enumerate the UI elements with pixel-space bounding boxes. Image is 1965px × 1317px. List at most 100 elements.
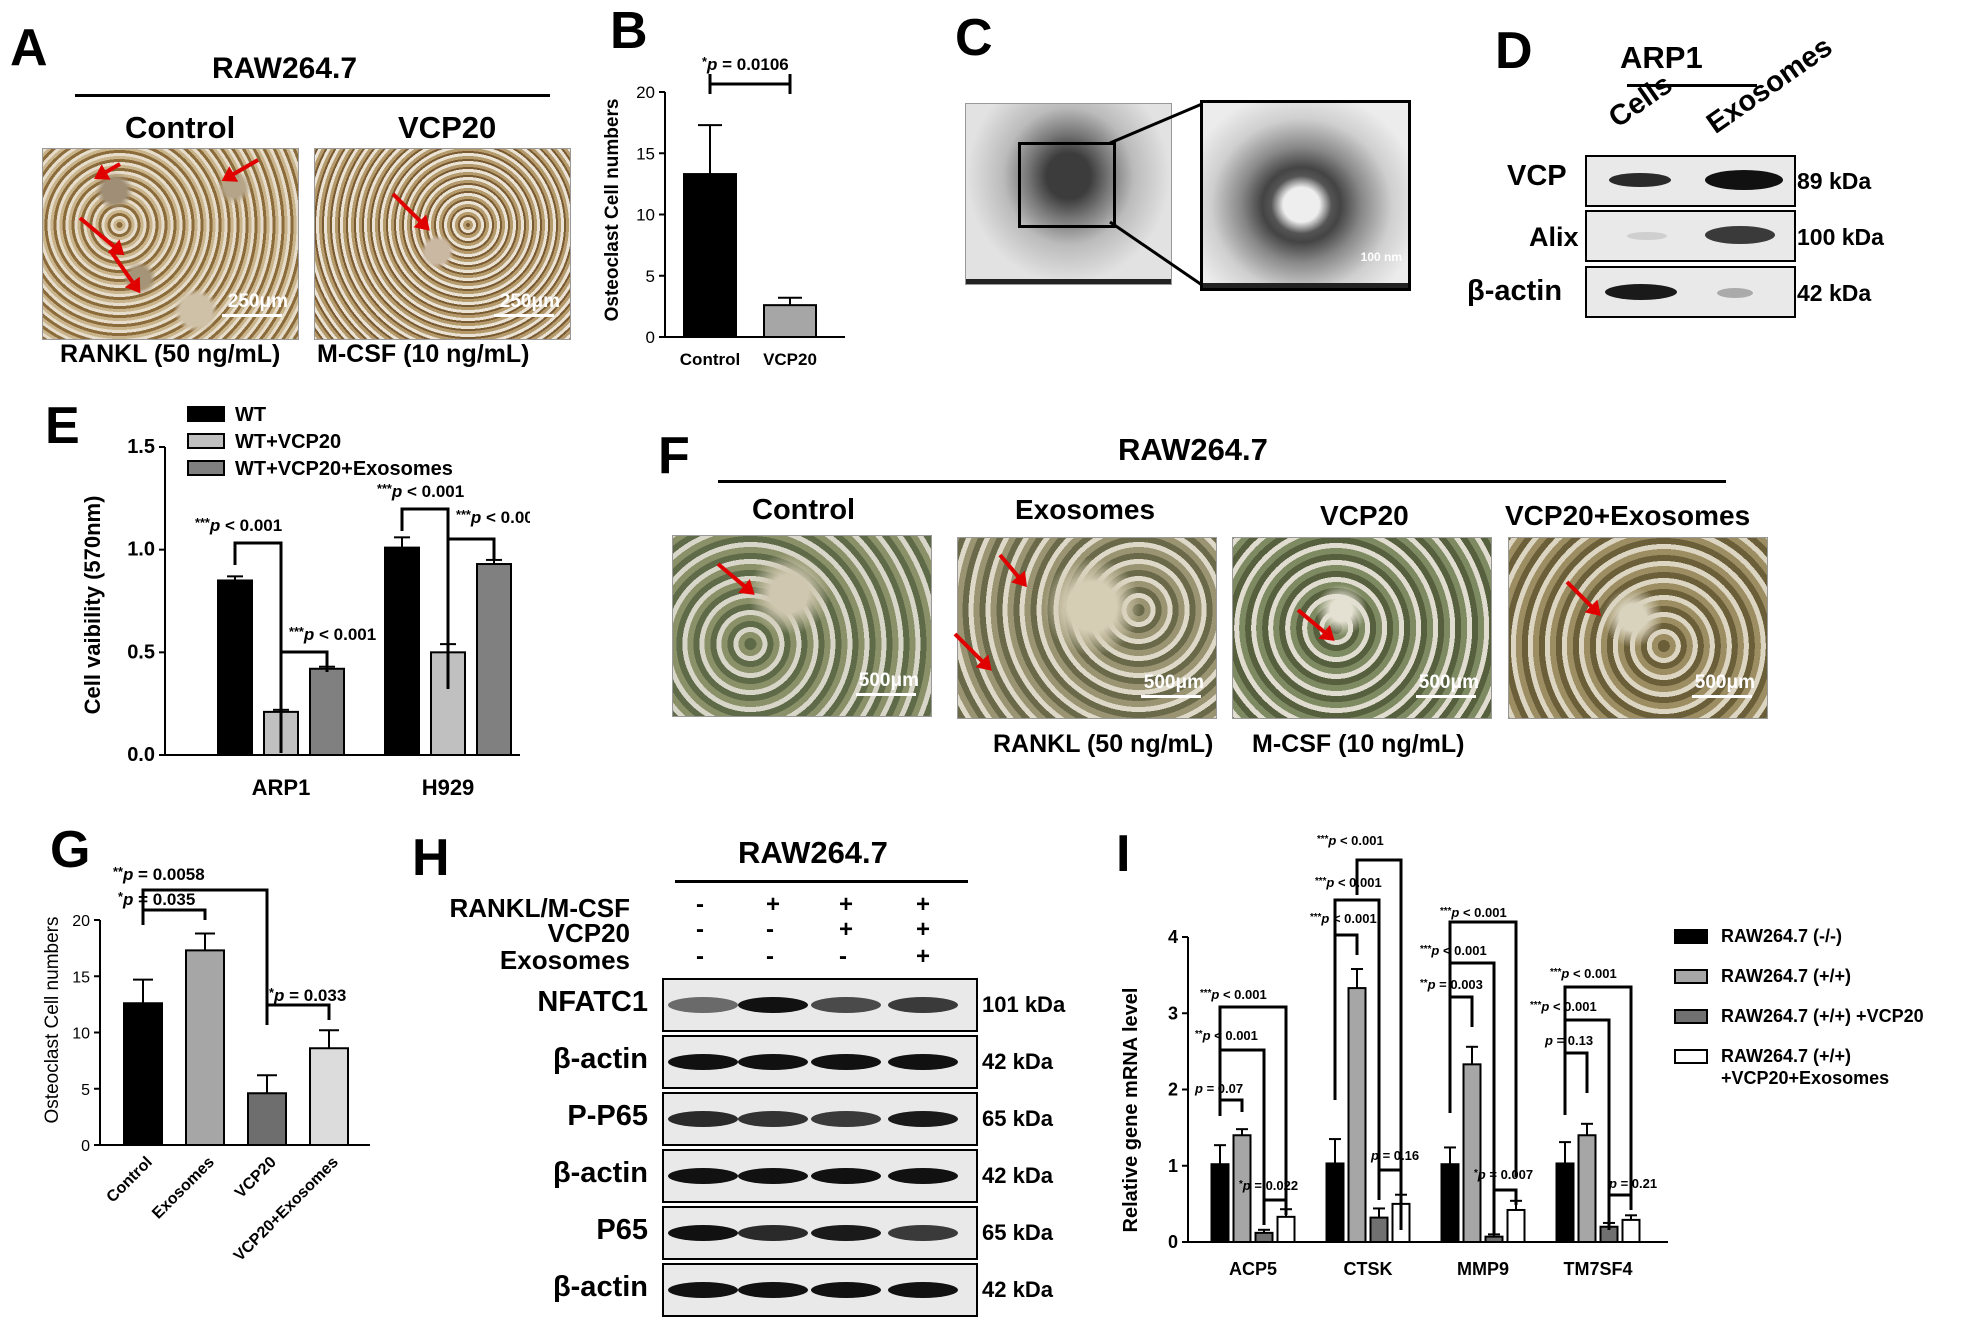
- p-value: < 0.001: [1329, 911, 1376, 926]
- blot-band: [1609, 173, 1671, 187]
- x-tick-label: Exosomes: [149, 1154, 218, 1223]
- p-value-annotation: *p = 0.007: [1474, 1167, 1533, 1182]
- scale-label: 250μm: [227, 291, 288, 312]
- blot-band: [811, 1111, 881, 1127]
- x-tick-label: ARP1: [252, 775, 311, 800]
- p-symbol: p: [1210, 987, 1219, 1002]
- p-value-annotation: ***p < 0.001: [377, 481, 464, 501]
- chart-i: 0 1 2 3 4 Relative gene mRNA level ACP5 CTSK MMP…: [1120, 833, 1924, 1279]
- scale-bar: [222, 314, 282, 317]
- p-value-annotation: p = 0.21: [1608, 1176, 1657, 1191]
- panel-label-a: A: [10, 19, 48, 77]
- p-value: < 0.001: [1459, 905, 1506, 920]
- p-value-annotation: ***p < 0.001: [1200, 987, 1267, 1002]
- scale-bar: [494, 314, 554, 317]
- significance-bracket: [279, 650, 329, 752]
- p-symbol: p: [1327, 833, 1336, 848]
- zoom-box: [1018, 142, 1116, 228]
- p-value: < 0.001: [1211, 1028, 1258, 1043]
- significance-stars: ***: [289, 624, 304, 639]
- p-value: = 0.022: [1251, 1178, 1298, 1193]
- p-value: < 0.001: [481, 508, 530, 527]
- p-value-annotation: ***p < 0.001: [1550, 966, 1617, 981]
- legend-label: RAW264.7 (-/-): [1721, 926, 1842, 946]
- scale-bar: [1416, 695, 1476, 698]
- kda-d-beta-actin: 42 kDa: [1797, 280, 1872, 306]
- p-value-annotation: *p = 0.035: [118, 889, 195, 909]
- panel-label-i: I: [1116, 825, 1131, 883]
- minus-mark: -: [766, 943, 774, 970]
- bar: [247, 1092, 287, 1146]
- kda-d-vcp: 89 kDa: [1797, 168, 1872, 194]
- scale-label: 500μm: [858, 670, 919, 691]
- p-value: = 0.07: [1203, 1081, 1243, 1096]
- p-value: < 0.001: [402, 482, 464, 501]
- blot-band: [811, 997, 881, 1013]
- legend-label: RAW264.7 (+/+): [1721, 966, 1851, 986]
- blot-strip: [662, 1149, 978, 1203]
- scale-bar: [1141, 695, 1201, 698]
- p-symbol: p: [391, 482, 402, 501]
- significance-stars: ***: [377, 481, 392, 496]
- p-symbol: p: [1544, 1033, 1553, 1048]
- significance-bracket: [708, 74, 792, 94]
- significance-bracket: [1333, 898, 1381, 1200]
- kda-label: 42 kDa: [982, 1049, 1053, 1074]
- bar: [384, 546, 420, 756]
- panel-h-title: RAW264.7: [738, 835, 888, 870]
- p-value: = 0.0058: [133, 865, 204, 884]
- blot-band: [668, 1282, 738, 1298]
- panel-label-c: C: [955, 9, 993, 67]
- legend-swatch: [187, 406, 225, 422]
- blot-band: [668, 1054, 738, 1070]
- significance-bracket: [1448, 995, 1474, 1112]
- x-tick-label: ACP5: [1229, 1259, 1277, 1279]
- significance-bracket: [1377, 1168, 1403, 1195]
- significance-bracket: [141, 888, 269, 1020]
- tem-image-zoom: 100 nm: [1200, 100, 1411, 291]
- micrograph-a-control: 250μm: [42, 148, 299, 340]
- y-tick-label: 20: [636, 83, 655, 102]
- p-symbol: p: [1540, 999, 1549, 1014]
- bar: [217, 579, 253, 756]
- x-tick-label: VCP20: [763, 350, 817, 369]
- legend-label: WT+VCP20: [235, 431, 341, 453]
- bar: [1462, 1063, 1482, 1243]
- panel-f-mcsf: M-CSF (10 ng/mL): [1252, 730, 1465, 758]
- x-tick-label: Control: [680, 350, 740, 369]
- bar: [185, 949, 225, 1146]
- p-symbol: p: [706, 55, 717, 74]
- p-value-annotation: ***p < 0.001: [456, 507, 530, 527]
- significance-stars: ***: [456, 507, 471, 522]
- significance-bracket: [265, 1003, 331, 1025]
- zoom-lines: [1109, 102, 1203, 287]
- p-value-annotation: ***p < 0.001: [195, 515, 282, 535]
- panel-d-title-rule: [1627, 84, 1757, 87]
- significance-stars: ***: [1440, 906, 1452, 917]
- p-value: = 0.035: [133, 890, 195, 909]
- p-value-annotation: **p < 0.001: [1195, 1028, 1258, 1043]
- blot-row-label: P65: [596, 1214, 648, 1246]
- minus-mark: -: [766, 916, 774, 943]
- x-tick-label: TM7SF4: [1563, 1259, 1632, 1279]
- panel-label-d: D: [1495, 22, 1533, 80]
- bar: [309, 667, 345, 757]
- significance-bracket: [1563, 1051, 1589, 1113]
- significance-bracket: [1607, 1193, 1633, 1220]
- y-tick-label: 1.0: [127, 539, 155, 561]
- p-value: = 0.0106: [717, 55, 788, 74]
- significance-stars: ***: [1200, 988, 1212, 999]
- y-tick-label: 5: [81, 1082, 90, 1099]
- p-value-annotation: *p = 0.0106: [702, 54, 789, 74]
- kda-label: 65 kDa: [982, 1220, 1053, 1245]
- p-value: < 0.001: [1336, 833, 1383, 848]
- panel-f-label-vcp20: VCP20: [1320, 500, 1409, 531]
- blot-band: [738, 1111, 808, 1127]
- panel-f-rankl: RANKL (50 ng/mL): [993, 730, 1214, 758]
- y-tick-label: 0: [646, 328, 655, 347]
- y-tick-label: 0.5: [127, 641, 155, 663]
- p-symbol: p: [122, 890, 133, 909]
- p-value-annotation: ***p < 0.001: [1530, 999, 1597, 1014]
- y-axis-label: Osteoclast Cell numbers: [42, 917, 63, 1124]
- blot-band: [738, 1282, 808, 1298]
